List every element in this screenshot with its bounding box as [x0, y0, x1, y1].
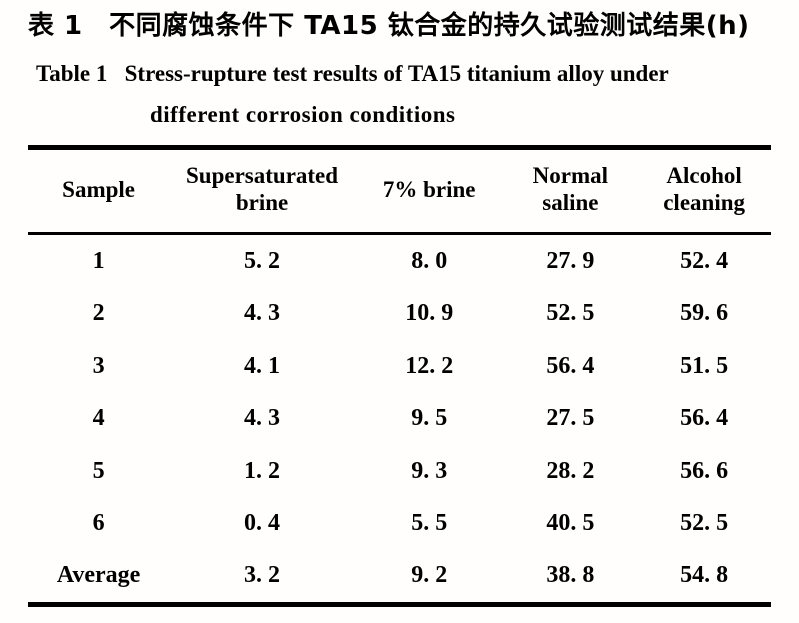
table-caption-chinese: 表 1 不同腐蚀条件下 TA15 钛合金的持久试验测试结果(h)	[28, 11, 750, 41]
value-cell: 28. 2	[546, 457, 595, 484]
value-cell: 52. 5	[680, 509, 729, 536]
header-cell-2: Supersaturated brine	[169, 147, 355, 235]
results-table: Sample Supersaturated brine 7% brine Normal…	[28, 144, 771, 607]
value-cell: 51. 5	[680, 352, 729, 379]
value-cell: 4. 1	[244, 352, 281, 379]
sample-cell: 5	[92, 457, 105, 484]
value-cell: 40. 5	[546, 509, 595, 536]
sample-cell: 6	[92, 509, 105, 536]
table-row: Average 3. 2 9. 2 38. 8 54. 8	[28, 549, 771, 604]
header-cell-3: 7% brine	[354, 147, 504, 235]
value-cell: 59. 6	[680, 300, 729, 327]
table-row: 3 4. 1 12. 2 56. 4 51. 5	[28, 340, 771, 392]
value-cell: 9. 5	[411, 405, 448, 432]
sample-cell: 2	[92, 300, 105, 327]
value-cell: 5. 2	[244, 247, 281, 274]
value-cell: 10. 9	[405, 300, 454, 327]
sample-cell: Average	[56, 562, 141, 589]
results-table-body: 1 5. 2 8. 0 27. 9 52. 4 2 4. 3 10. 9 52. 5 59. 6 3…	[28, 233, 771, 604]
value-cell: 52. 5	[546, 300, 595, 327]
value-cell: 38. 8	[546, 562, 595, 589]
value-cell: 9. 2	[411, 562, 448, 589]
sample-cell: 4	[92, 405, 105, 432]
header-cell-4: Normal saline	[503, 147, 638, 235]
table-caption-english-line2: different corrosion conditions	[150, 101, 456, 127]
table-row: 5 1. 2 9. 3 28. 2 56. 6	[28, 445, 771, 497]
value-cell: 12. 2	[405, 352, 454, 379]
table-row: 4 4. 3 9. 5 27. 5 56. 4	[28, 392, 771, 444]
sample-cell: 1	[92, 247, 105, 274]
table-caption-english-line1: Table 1 Stress-rupture test results of T…	[36, 60, 669, 86]
value-cell: 5. 5	[411, 509, 448, 536]
table-row: 2 4. 3 10. 9 52. 5 59. 6	[28, 287, 771, 339]
table-row: 6 0. 4 5. 5 40. 5 52. 5	[28, 497, 771, 549]
sample-cell: 3	[92, 352, 105, 379]
value-cell: 1. 2	[244, 457, 281, 484]
value-cell: 56. 4	[546, 352, 595, 379]
value-cell: 27. 9	[546, 247, 595, 274]
value-cell: 0. 4	[244, 509, 281, 536]
value-cell: 56. 4	[680, 405, 729, 432]
value-cell: 9. 3	[411, 457, 448, 484]
value-cell: 4. 3	[244, 405, 281, 432]
value-cell: 54. 8	[680, 562, 729, 589]
value-cell: 56. 6	[680, 457, 729, 484]
value-cell: 52. 4	[680, 247, 729, 274]
value-cell: 8. 0	[411, 247, 448, 274]
header-cell-1: Sample	[28, 147, 170, 235]
header-row: Sample Supersaturated brine 7% brine Normal…	[28, 147, 771, 235]
results-table-header: Sample Supersaturated brine 7% brine Normal…	[28, 147, 771, 235]
header-cell-5: Alcohol cleaning	[637, 147, 771, 235]
value-cell: 27. 5	[546, 405, 595, 432]
value-cell: 4. 3	[244, 300, 281, 327]
table-row: 1 5. 2 8. 0 27. 9 52. 4	[28, 233, 771, 287]
value-cell: 3. 2	[244, 562, 281, 589]
